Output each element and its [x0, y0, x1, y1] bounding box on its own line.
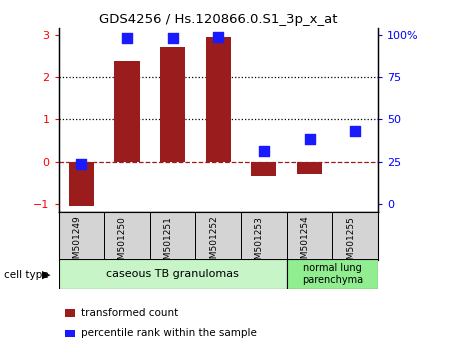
Bar [241, 212, 287, 260]
Bar [206, 37, 231, 162]
Text: percentile rank within the sample: percentile rank within the sample [81, 329, 256, 338]
Text: GSM501253: GSM501253 [255, 216, 264, 270]
Bar [195, 212, 241, 260]
Title: GDS4256 / Hs.120866.0.S1_3p_x_at: GDS4256 / Hs.120866.0.S1_3p_x_at [99, 13, 338, 26]
Point [351, 128, 359, 133]
Bar [297, 162, 322, 174]
Bar [287, 212, 333, 260]
Bar [104, 212, 150, 260]
Point [78, 161, 85, 167]
Text: transformed count: transformed count [81, 308, 178, 318]
Text: GSM501254: GSM501254 [301, 216, 310, 270]
Text: ▶: ▶ [42, 270, 51, 280]
Point [123, 36, 130, 41]
Point [169, 36, 176, 41]
Bar [150, 212, 195, 260]
Bar [58, 212, 104, 260]
Bar [287, 259, 378, 289]
Point [306, 136, 313, 142]
Text: GSM501249: GSM501249 [72, 216, 81, 270]
Text: cell type: cell type [4, 270, 49, 280]
Point [215, 34, 222, 40]
Point [260, 149, 267, 154]
Text: GSM501252: GSM501252 [209, 216, 218, 270]
Text: caseous TB granulomas: caseous TB granulomas [106, 269, 239, 279]
Bar [58, 259, 287, 289]
Text: GSM501250: GSM501250 [118, 216, 127, 270]
Bar [160, 47, 185, 162]
Bar [114, 61, 140, 162]
Text: GSM501255: GSM501255 [346, 216, 355, 270]
Text: normal lung
parenchyma: normal lung parenchyma [302, 263, 363, 285]
Bar [333, 212, 378, 260]
Text: GSM501251: GSM501251 [164, 216, 173, 270]
Bar [252, 162, 276, 176]
Bar [69, 162, 94, 206]
